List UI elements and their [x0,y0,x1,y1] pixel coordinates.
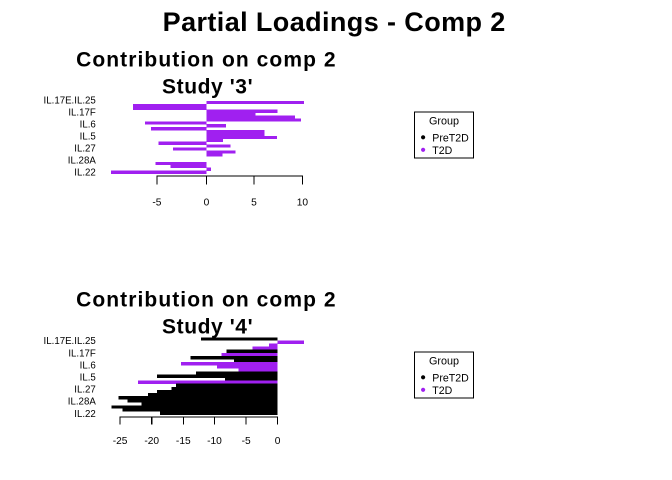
svg-text:PreT2D: PreT2D [432,132,469,144]
svg-text:IL.17E.IL.25: IL.17E.IL.25 [44,96,96,107]
svg-text:IL.27: IL.27 [74,384,96,395]
svg-text:Contribution on comp 2: Contribution on comp 2 [76,288,337,311]
svg-text:-20: -20 [144,436,159,447]
svg-text:-15: -15 [176,436,191,447]
svg-text:PreT2D: PreT2D [432,372,469,384]
svg-text:IL.28A: IL.28A [68,156,97,167]
svg-text:-10: -10 [207,436,222,447]
svg-text:Contribution on comp 2: Contribution on comp 2 [76,49,337,72]
svg-text:-25: -25 [113,436,128,447]
svg-text:IL.28A: IL.28A [68,397,97,408]
svg-text:IL.6: IL.6 [80,360,96,371]
svg-text:-5: -5 [242,436,251,447]
svg-text:Partial Loadings - Comp 2: Partial Loadings - Comp 2 [163,7,506,37]
svg-text:T2D: T2D [432,385,452,397]
svg-text:-5: -5 [152,197,161,208]
svg-text:Group: Group [429,116,459,128]
svg-text:IL.6: IL.6 [80,120,96,131]
svg-text:T2D: T2D [432,145,452,157]
svg-text:IL.5: IL.5 [80,372,96,383]
svg-text:5: 5 [251,197,257,208]
svg-text:IL.5: IL.5 [80,132,96,143]
svg-text:0: 0 [275,436,281,447]
svg-text:IL.22: IL.22 [74,409,96,420]
svg-text:IL.17E.IL.25: IL.17E.IL.25 [44,336,96,347]
svg-text:Group: Group [429,356,459,368]
svg-text:IL.22: IL.22 [74,168,96,179]
svg-text:IL.17F: IL.17F [68,348,96,359]
svg-text:Study '3': Study '3' [162,75,253,98]
svg-text:IL.17F: IL.17F [68,108,96,119]
svg-text:10: 10 [297,197,309,208]
svg-text:0: 0 [204,197,210,208]
svg-text:IL.27: IL.27 [74,144,96,155]
svg-text:Study '4': Study '4' [162,315,253,338]
